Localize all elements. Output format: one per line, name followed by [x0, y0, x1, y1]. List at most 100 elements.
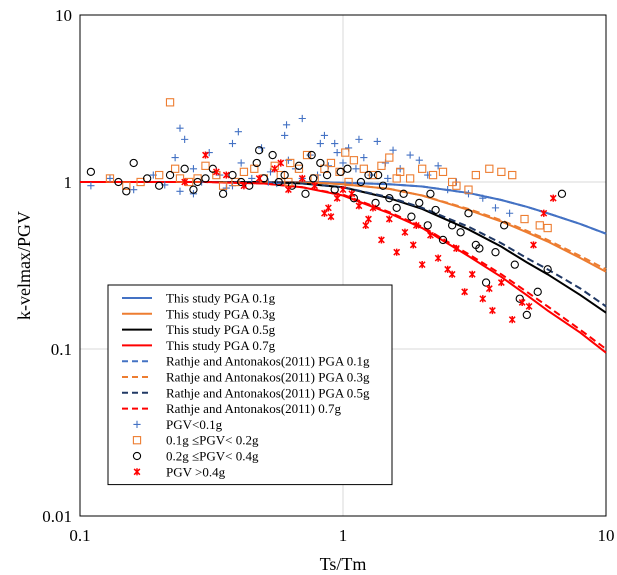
data-point-8 [339, 159, 347, 167]
data-point-8 [331, 139, 339, 148]
data-point-10 [447, 221, 457, 230]
data-point-10 [543, 265, 552, 274]
data-point-10 [218, 189, 228, 198]
data-point-11 [348, 190, 356, 198]
data-point-8 [181, 135, 189, 143]
legend-label: Rathje and Antonakos(2011) PGA 0.3g [166, 370, 370, 385]
data-point-11 [339, 186, 347, 194]
series-line-7 [80, 181, 607, 350]
data-point-8 [282, 121, 291, 129]
data-point-9 [344, 177, 353, 187]
data-point-8 [205, 148, 213, 157]
data-point-10 [322, 170, 332, 180]
data-point-9 [428, 170, 438, 180]
x-tick-label: 1 [339, 526, 348, 545]
y-tick-label: 1 [64, 173, 73, 192]
data-point-11 [369, 204, 377, 212]
data-point-8 [491, 204, 500, 212]
data-point-11 [418, 261, 426, 269]
legend-label: Rathje and Antonakos(2011) PGA 0.1g [166, 354, 370, 369]
data-point-8 [444, 186, 452, 194]
data-point-11 [222, 171, 230, 179]
data-point-8 [228, 139, 237, 148]
data-point-11 [540, 209, 548, 217]
data-point-8 [406, 151, 414, 159]
data-point-9 [201, 161, 210, 170]
data-point-11 [409, 241, 417, 249]
data-point-10 [378, 181, 388, 190]
data-point-10 [515, 294, 524, 303]
x-axis-title: Ts/Tm [320, 554, 367, 574]
data-point-8 [389, 146, 397, 154]
data-point-10 [280, 170, 289, 180]
data-point-9 [485, 164, 494, 173]
data-point-10 [155, 181, 164, 190]
data-point-8 [106, 174, 114, 183]
data-point-11 [277, 159, 285, 167]
data-point-10 [180, 164, 189, 173]
data-point-8 [248, 174, 256, 183]
data-point-9 [286, 158, 295, 168]
legend-label: This study PGA 0.5g [166, 322, 276, 337]
data-point-11 [461, 288, 469, 296]
legend-box [107, 284, 393, 486]
legend-marker [133, 420, 141, 428]
legend-label: PGV >0.4g [166, 464, 226, 479]
y-tick-label: 10 [55, 6, 72, 25]
data-point-10 [316, 158, 325, 168]
data-point-10 [522, 310, 531, 320]
legend-label: This study PGA 0.3g [166, 306, 276, 321]
data-point-10 [245, 181, 254, 190]
data-point-10 [287, 181, 297, 190]
data-point-10 [255, 146, 264, 155]
y-axis-title: k-velmax/PGV [14, 211, 34, 320]
data-point-9 [368, 170, 378, 180]
data-point-11 [549, 194, 557, 202]
data-point-11 [271, 165, 279, 173]
data-point-11 [255, 174, 263, 183]
data-point-11 [497, 278, 505, 287]
scatter-points [86, 98, 567, 324]
data-point-9 [464, 185, 473, 194]
data-point-10 [438, 235, 448, 245]
data-point-8 [234, 128, 242, 136]
data-point-11 [362, 221, 370, 229]
data-point-8 [352, 165, 360, 173]
data-point-11 [393, 248, 401, 256]
data-point-9 [418, 164, 427, 173]
data-point-9 [170, 164, 180, 173]
data-point-10 [423, 221, 432, 230]
data-point-8 [384, 174, 392, 183]
data-point-9 [218, 181, 228, 190]
data-point-10 [385, 194, 394, 203]
data-point-11 [385, 215, 393, 223]
data-point-11 [284, 186, 292, 194]
data-point-10 [399, 189, 408, 198]
data-point-9 [405, 174, 415, 183]
data-point-8 [333, 148, 341, 157]
y-tick-label: 0.1 [51, 340, 72, 359]
data-point-9 [231, 177, 240, 187]
data-point-10 [533, 287, 542, 296]
data-point-11 [324, 204, 332, 212]
data-point-9 [385, 153, 394, 162]
data-point-8 [87, 182, 95, 190]
data-point-9 [326, 158, 336, 168]
data-point-10 [464, 209, 473, 218]
data-point-9 [520, 214, 529, 224]
data-point-10 [431, 205, 440, 215]
x-tick-label: 0.1 [69, 526, 90, 545]
data-point-10 [189, 185, 198, 194]
data-point-10 [165, 170, 175, 180]
data-point-10 [392, 203, 401, 213]
data-point-10 [371, 198, 380, 208]
data-point-10 [307, 150, 316, 160]
data-point-8 [424, 171, 432, 179]
data-point-9 [497, 167, 506, 177]
x-tick-label: 10 [598, 526, 615, 545]
data-point-11 [525, 302, 533, 310]
data-point-10 [129, 158, 138, 168]
data-point-10 [201, 174, 210, 183]
data-point-8 [176, 124, 184, 132]
legend-label: PGV<0.1g [166, 417, 223, 432]
